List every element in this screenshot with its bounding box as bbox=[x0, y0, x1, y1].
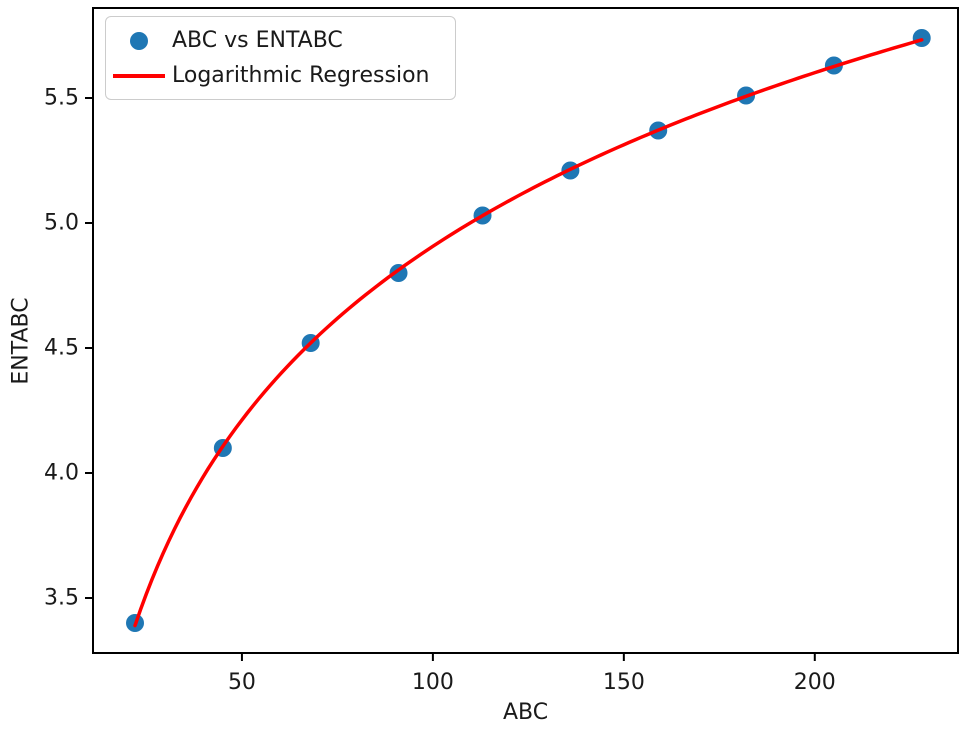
data-point bbox=[912, 29, 931, 47]
x-tick-label: 100 bbox=[412, 670, 454, 695]
x-tick-label: 200 bbox=[794, 670, 836, 695]
legend-label-regression: Logarithmic Regression bbox=[172, 62, 430, 88]
axes-frame bbox=[92, 7, 959, 654]
line-marker-icon bbox=[106, 63, 172, 89]
regression-line bbox=[133, 38, 924, 628]
legend-item-regression: Logarithmic Regression bbox=[106, 59, 429, 92]
y-tick-label: 5.0 bbox=[44, 211, 79, 236]
y-tick-label: 3.5 bbox=[44, 586, 79, 611]
x-tick-label: 150 bbox=[603, 670, 645, 695]
y-tick-label: 5.5 bbox=[44, 86, 79, 111]
y-axis-label: ENTABC bbox=[8, 297, 34, 385]
legend-item-scatter: ABC vs ENTABC bbox=[106, 24, 429, 57]
legend-box: ABC vs ENTABC Logarithmic Regression bbox=[105, 16, 457, 100]
y-tick-label: 4.0 bbox=[44, 461, 79, 486]
x-axis-label: ABC bbox=[502, 700, 549, 725]
x-tick-label: 50 bbox=[228, 670, 256, 695]
legend-label-scatter: ABC vs ENTABC bbox=[172, 27, 343, 53]
y-tick-label: 4.5 bbox=[44, 336, 79, 361]
scatter-dot-icon bbox=[106, 28, 172, 54]
